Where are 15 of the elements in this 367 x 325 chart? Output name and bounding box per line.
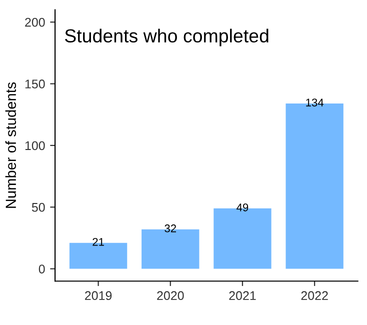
- data-label: 32: [164, 224, 176, 232]
- y-tick-label: 150: [25, 80, 45, 88]
- x-tick-label: 2021: [229, 291, 256, 300]
- y-tick-label: 200: [25, 18, 45, 27]
- x-tick-label: 2020: [157, 291, 184, 300]
- text: Students who completed: [64, 28, 268, 46]
- x-tick-label: 2022: [301, 291, 328, 300]
- y-tick-label: 0: [38, 264, 45, 274]
- x-tick-label: 2019: [85, 291, 112, 300]
- y-axis-title: Number of students: [5, 82, 16, 208]
- data-label: 134: [306, 98, 324, 106]
- data-label: 21: [92, 238, 104, 246]
- y-tick-label: 100: [25, 141, 45, 150]
- y-tick-label: 50: [32, 202, 45, 212]
- data-label: 49: [236, 203, 248, 212]
